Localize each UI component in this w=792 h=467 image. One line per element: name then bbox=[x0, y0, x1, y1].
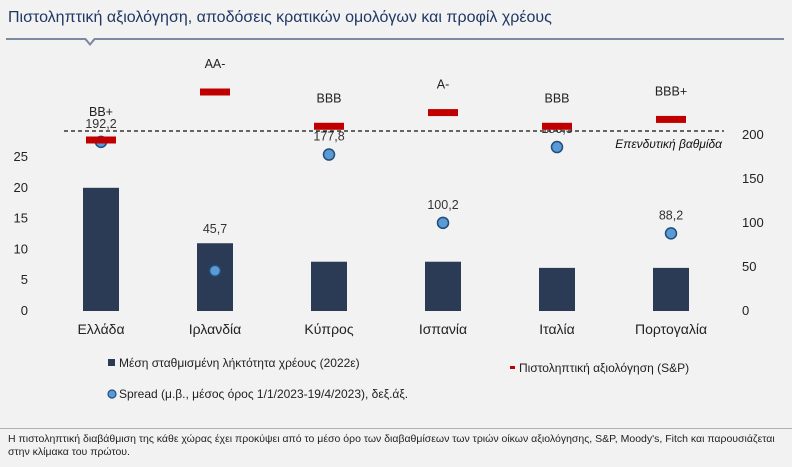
rating-marker bbox=[200, 88, 230, 96]
x-category-label: Ισπανία bbox=[419, 321, 467, 337]
y-left-tick-label: 10 bbox=[14, 241, 28, 256]
spread-data-label: 88,2 bbox=[659, 208, 683, 222]
spread-point bbox=[322, 148, 336, 161]
legend-rating-label: Πιστοληπτική αξιολόγηση (S&P) bbox=[519, 361, 689, 375]
rating-label: BB+ bbox=[89, 105, 113, 119]
rating-marker bbox=[656, 115, 686, 123]
spread-data-label: 192,2 bbox=[85, 117, 116, 131]
spread-data-label: 100,2 bbox=[427, 198, 458, 212]
rating-marker bbox=[314, 122, 344, 130]
chart-canvas: 0 5 10 15 20 25 0 50 100 150 200 Επενδυτική βαθμίδα… bbox=[14, 57, 764, 401]
y-right-tick-label: 100 bbox=[742, 215, 764, 230]
maturity-bar bbox=[83, 187, 119, 311]
y-right-tick-label: 200 bbox=[742, 127, 764, 142]
investment-grade-label: Επενδυτική βαθμίδα bbox=[615, 137, 723, 151]
rating-label: BBB+ bbox=[655, 84, 687, 98]
rating-label: BBB bbox=[544, 91, 569, 105]
legend-rating-swatch bbox=[510, 366, 515, 369]
rating-marker bbox=[86, 136, 116, 144]
rating-label: BBB bbox=[316, 91, 341, 105]
legend-spread-label: Spread (μ.β., μέσος όρος 1/1/2023-19/4/2… bbox=[119, 387, 408, 401]
rating-marker bbox=[542, 122, 572, 130]
x-category-label: Ιρλανδία bbox=[189, 321, 241, 337]
spread-point bbox=[208, 264, 222, 278]
spread-point bbox=[436, 216, 450, 230]
x-category-label: Ελλάδα bbox=[77, 321, 124, 337]
title-divider bbox=[6, 38, 784, 40]
y-left-tick-label: 20 bbox=[14, 180, 28, 195]
y-left-tick-label: 0 bbox=[21, 303, 28, 318]
rating-label: AA- bbox=[205, 57, 226, 71]
y-right-tick-label: 0 bbox=[742, 303, 749, 318]
x-category-label: Πορτογαλία bbox=[635, 321, 707, 337]
rating-marker bbox=[428, 109, 458, 117]
footnote: Η πιστοληπτική διαβάθμιση της κάθε χώρας… bbox=[8, 433, 775, 458]
legend-bar-label: Μέση σταθμισμένη λήκτότητα χρέους (2022ε… bbox=[119, 356, 360, 370]
chart-title: Πιστοληπτική αξιολόγηση, αποδόσεις κρατι… bbox=[8, 9, 552, 26]
y-left-tick-label: 5 bbox=[21, 272, 28, 287]
maturity-bar bbox=[197, 243, 233, 311]
spread-data-label: 177,8 bbox=[313, 130, 344, 144]
maturity-bar bbox=[311, 261, 347, 311]
legend-spread-swatch bbox=[107, 389, 117, 399]
spread-point bbox=[664, 227, 678, 240]
x-category-label: Ιταλία bbox=[539, 321, 575, 337]
y-right-tick-label: 50 bbox=[742, 259, 756, 274]
title-notch-inner bbox=[86, 38, 94, 43]
footnote-divider bbox=[0, 428, 792, 429]
y-right-tick-label: 150 bbox=[742, 171, 764, 186]
y-left-tick-label: 15 bbox=[14, 211, 28, 226]
maturity-bar bbox=[539, 267, 575, 311]
y-left-tick-label: 25 bbox=[14, 149, 28, 164]
legend-bar-swatch bbox=[108, 359, 115, 366]
spread-point bbox=[550, 140, 564, 154]
spread-data-label: 45,7 bbox=[203, 222, 227, 236]
x-category-label: Κύπρος bbox=[304, 321, 353, 337]
maturity-bar bbox=[425, 261, 461, 311]
rating-label: A- bbox=[437, 78, 450, 92]
maturity-bar bbox=[653, 267, 689, 311]
